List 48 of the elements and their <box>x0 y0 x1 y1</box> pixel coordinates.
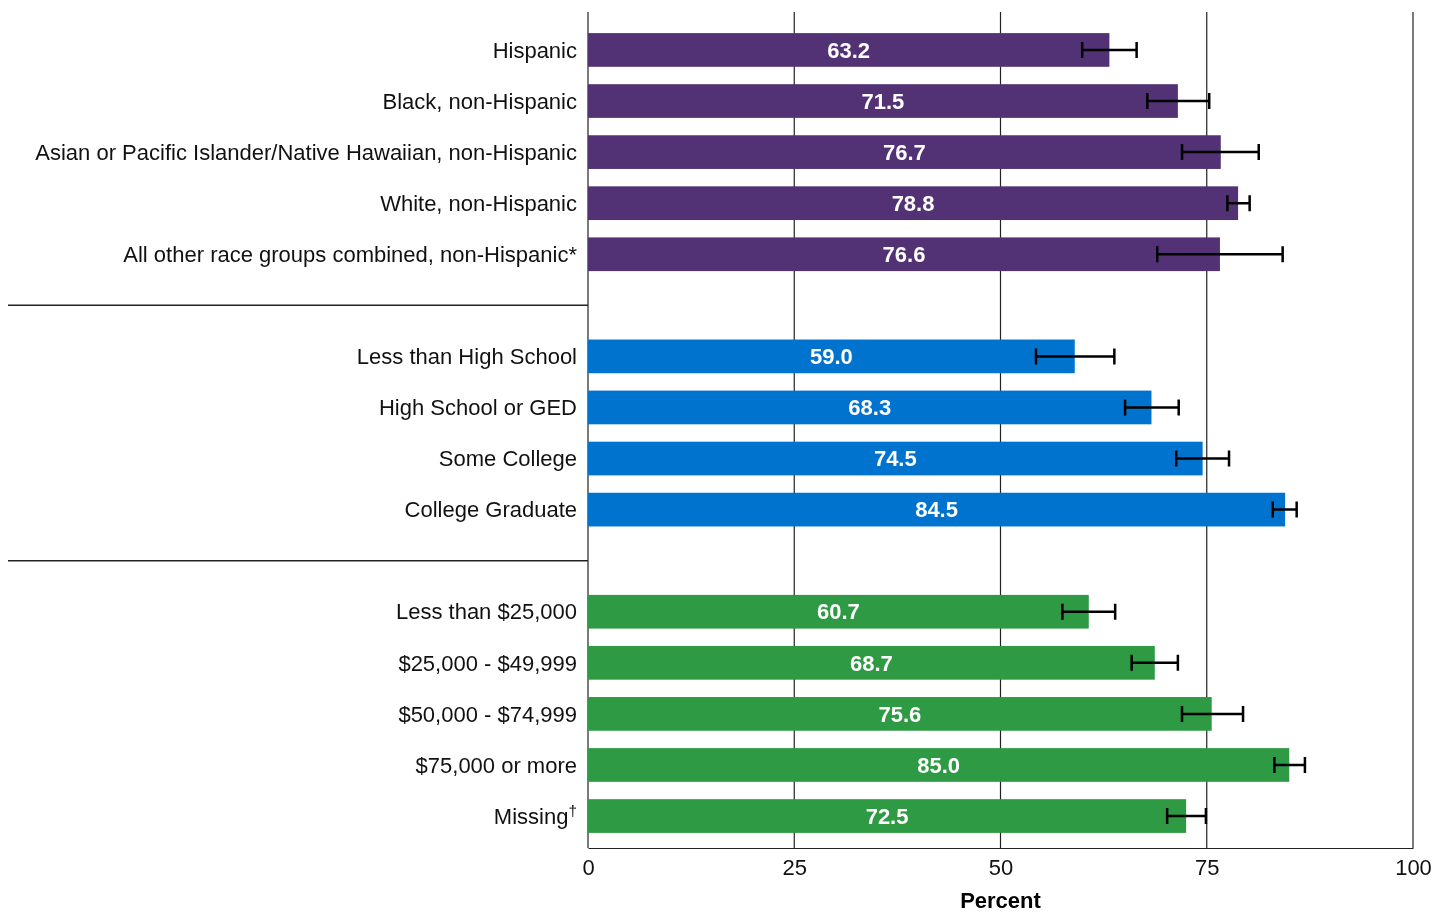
bar <box>588 237 1220 272</box>
bar <box>588 84 1178 118</box>
y-tick-label: $75,000 or more <box>415 752 577 778</box>
x-tick-label: 0 <box>582 855 595 881</box>
bar <box>588 748 1290 782</box>
bar <box>588 186 1239 221</box>
y-tick-label: White, non-Hispanic <box>380 190 577 216</box>
x-tick-label: 50 <box>988 855 1014 881</box>
y-tick-label: Asian or Pacific Islander/Native Hawaiian, non-Hispanic <box>35 139 577 165</box>
y-tick-label: $50,000 - $74,999 <box>398 701 577 727</box>
bar <box>588 390 1152 425</box>
data-label: 60.7 <box>816 599 860 625</box>
bar <box>588 441 1203 476</box>
x-tick-label: 25 <box>782 855 807 881</box>
bar <box>588 594 1089 629</box>
data-label: 84.5 <box>915 497 958 523</box>
data-label: 68.3 <box>848 395 892 421</box>
data-label: 59.0 <box>809 344 853 370</box>
y-tick-label: Less than High School <box>356 344 577 370</box>
data-label: 71.5 <box>861 88 905 114</box>
data-label: 76.7 <box>882 139 926 165</box>
data-label: 72.5 <box>865 803 909 829</box>
y-tick-label: College Graduate <box>404 497 577 523</box>
data-label: 78.8 <box>891 190 935 216</box>
data-label: 63.2 <box>827 37 871 63</box>
bar <box>588 645 1155 680</box>
bar <box>588 135 1221 169</box>
y-tick-label: Some College <box>438 446 577 472</box>
bar <box>588 697 1212 731</box>
y-tick-label: Black, non-Hispanic <box>382 88 577 114</box>
y-tick-label: High School or GED <box>378 395 577 421</box>
y-tick-label: Missing$^{†}$ <box>493 801 577 829</box>
bar <box>588 33 1110 67</box>
data-label: 76.6 <box>882 241 926 267</box>
x-tick-label: 100 <box>1395 855 1432 881</box>
data-label: 75.6 <box>878 701 922 727</box>
y-tick-label: Hispanic <box>492 37 577 63</box>
y-tick-label: $25,000 - $49,999 <box>398 650 577 676</box>
bar <box>588 339 1075 374</box>
data-label: 85.0 <box>917 752 961 778</box>
data-label: 68.7 <box>849 650 893 676</box>
x-axis-title: Percent <box>960 888 1042 913</box>
bar <box>588 799 1187 833</box>
data-label: 74.5 <box>873 446 917 472</box>
x-tick-label: 75 <box>1195 855 1220 881</box>
y-tick-label: Less than $25,000 <box>395 599 577 625</box>
bar <box>588 492 1286 527</box>
y-tick-label: All other race groups combined, non-Hispanic* <box>123 241 578 267</box>
